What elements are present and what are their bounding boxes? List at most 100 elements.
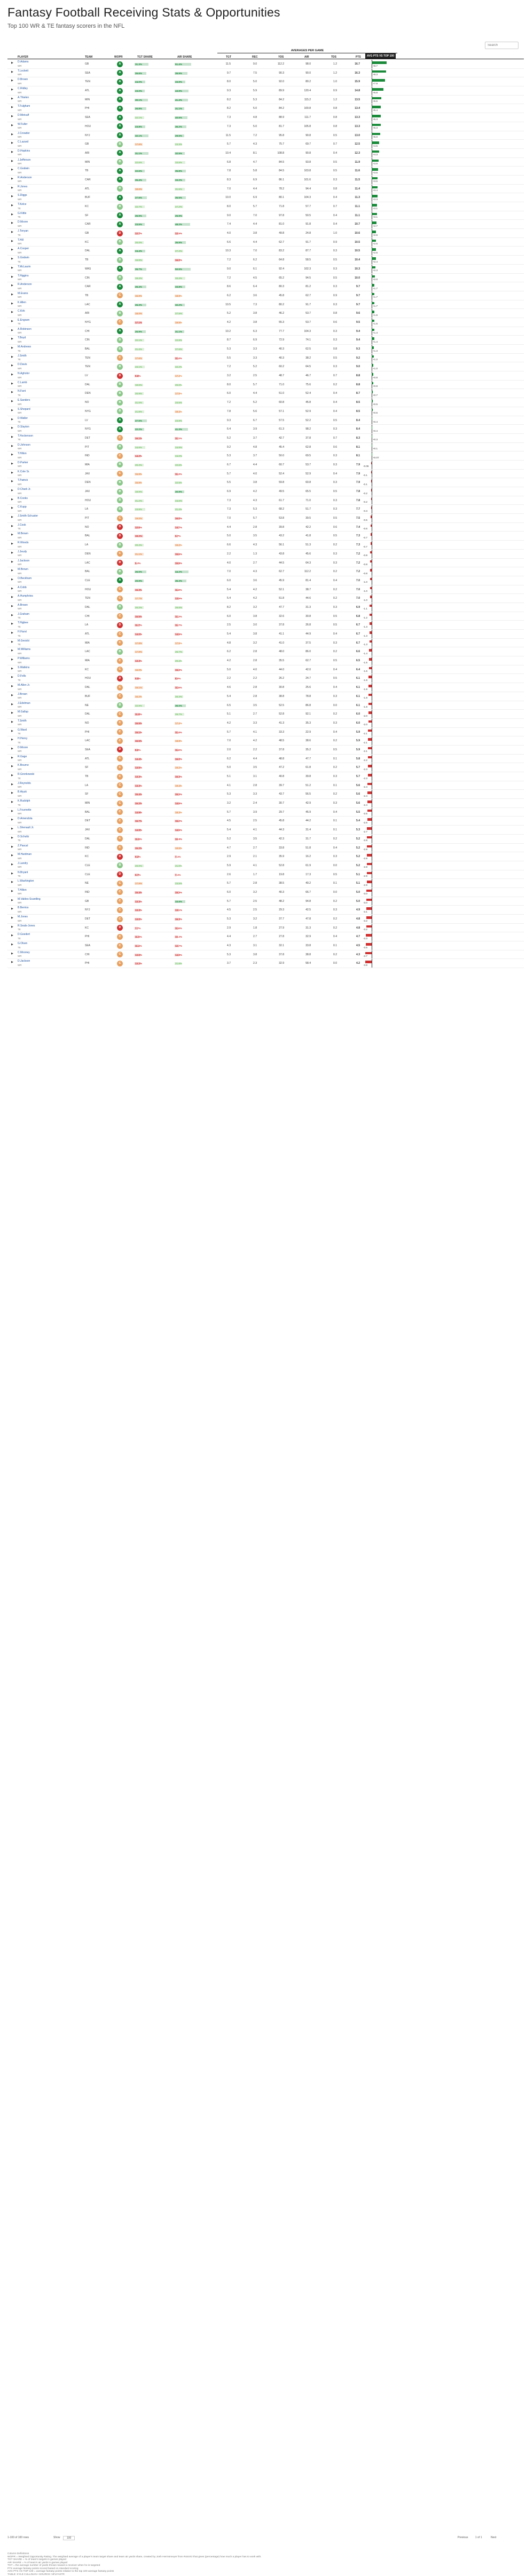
- player-name[interactable]: A.Robinson: [18, 328, 32, 331]
- expand-row-icon[interactable]: ▶: [11, 445, 13, 448]
- expand-row-icon[interactable]: ▶: [11, 337, 13, 340]
- player-name[interactable]: D.Moore: [18, 221, 28, 224]
- player-name[interactable]: C.Ridley: [18, 88, 28, 91]
- player-name[interactable]: A.Brown: [18, 604, 28, 607]
- player-name[interactable]: S.Godwin: [18, 257, 29, 260]
- player-name[interactable]: K.Cole Sr.: [18, 471, 30, 474]
- player-name[interactable]: T.Patrick: [18, 479, 28, 482]
- player-name[interactable]: B.Aiyuk: [18, 791, 27, 794]
- player-name[interactable]: G.Olsen: [18, 942, 27, 946]
- player-name[interactable]: T.Smith: [18, 720, 27, 723]
- player-name[interactable]: T.Hockenson: [18, 435, 33, 438]
- expand-row-icon[interactable]: ▶: [11, 204, 13, 207]
- player-name[interactable]: M.Jones: [18, 916, 28, 919]
- player-name[interactable]: J.Jeudy: [18, 551, 27, 554]
- player-name[interactable]: S.Watkins: [18, 667, 29, 670]
- col-air-share[interactable]: AIR SHARE: [177, 56, 192, 59]
- expand-row-icon[interactable]: ▶: [11, 186, 13, 189]
- expand-row-icon[interactable]: ▶: [11, 435, 13, 439]
- expand-row-icon[interactable]: ▶: [11, 800, 13, 804]
- expand-row-icon[interactable]: ▶: [11, 133, 13, 136]
- player-name[interactable]: T.Hill: [18, 239, 23, 242]
- player-name[interactable]: T.Boyd: [18, 337, 26, 340]
- expand-row-icon[interactable]: ▶: [11, 115, 13, 118]
- player-name[interactable]: T.Fulgham: [18, 105, 30, 108]
- expand-row-icon[interactable]: ▶: [11, 899, 13, 902]
- expand-row-icon[interactable]: ▶: [11, 934, 13, 937]
- expand-row-icon[interactable]: ▶: [11, 863, 13, 866]
- expand-row-icon[interactable]: ▶: [11, 150, 13, 154]
- player-name[interactable]: M.Williams: [18, 648, 30, 652]
- player-name[interactable]: R.Anderson: [18, 283, 32, 287]
- player-name[interactable]: T.Kelce: [18, 203, 26, 207]
- player-name[interactable]: S.Shepard: [18, 408, 30, 411]
- player-name[interactable]: Z.Pascal: [18, 845, 28, 848]
- expand-row-icon[interactable]: ▶: [11, 791, 13, 795]
- player-name[interactable]: J.Graham: [18, 613, 29, 616]
- player-name[interactable]: M.Hardman: [18, 853, 32, 857]
- expand-row-icon[interactable]: ▶: [11, 88, 13, 91]
- player-name[interactable]: R.Gronkowski: [18, 773, 34, 776]
- player-name[interactable]: M.Gallup: [18, 711, 28, 714]
- player-name[interactable]: J.Tonyan: [18, 230, 28, 233]
- expand-row-icon[interactable]: ▶: [11, 177, 13, 180]
- expand-row-icon[interactable]: ▶: [11, 320, 13, 323]
- expand-row-icon[interactable]: ▶: [11, 213, 13, 216]
- player-name[interactable]: T.Hilton: [18, 453, 27, 456]
- next-button[interactable]: Next: [491, 2536, 496, 2539]
- player-name[interactable]: M.Evans: [18, 292, 28, 296]
- player-name[interactable]: N.Bryant: [18, 871, 28, 875]
- expand-row-icon[interactable]: ▶: [11, 916, 13, 920]
- player-name[interactable]: M.Gesicki: [18, 640, 29, 643]
- player-name[interactable]: A.Cobb: [18, 586, 27, 590]
- player-name[interactable]: H.Henry: [18, 738, 27, 741]
- col-tgt[interactable]: TGT: [226, 56, 231, 59]
- expand-row-icon[interactable]: ▶: [11, 890, 13, 893]
- expand-row-icon[interactable]: ▶: [11, 605, 13, 608]
- player-name[interactable]: D.Jackson: [18, 960, 30, 963]
- player-name[interactable]: R.Woods: [18, 542, 28, 545]
- expand-row-icon[interactable]: ▶: [11, 667, 13, 670]
- player-name[interactable]: J.Jefferson: [18, 159, 30, 162]
- expand-row-icon[interactable]: ▶: [11, 426, 13, 430]
- expand-row-icon[interactable]: ▶: [11, 409, 13, 412]
- player-name[interactable]: C.Kupp: [18, 506, 27, 509]
- expand-row-icon[interactable]: ▶: [11, 453, 13, 456]
